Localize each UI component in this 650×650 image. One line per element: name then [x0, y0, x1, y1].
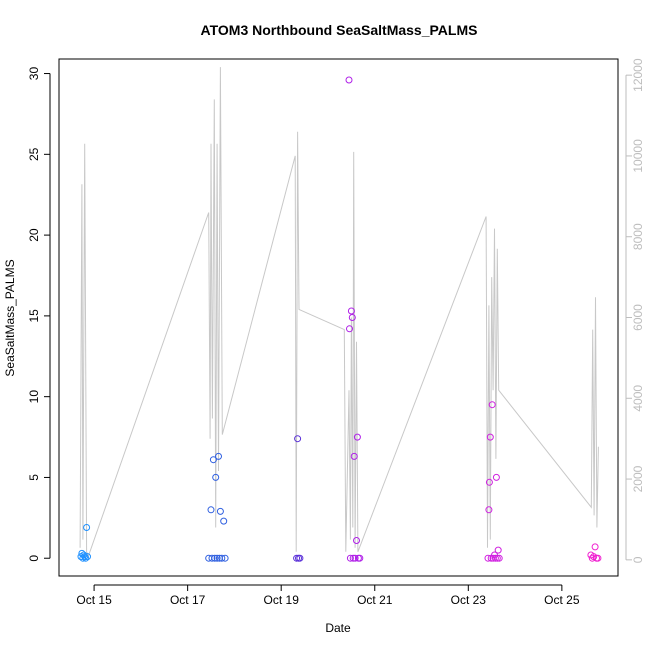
data-point: [220, 517, 228, 525]
data-point: [353, 537, 360, 544]
right-axis-series-line: [79, 67, 599, 558]
y2-axis: 0 2000 4000 6000 8000 10000 12000: [625, 58, 645, 563]
data-point: [216, 507, 224, 515]
data-point: [296, 554, 304, 562]
y-tick-label: 15: [27, 309, 41, 323]
y-axis: 0 5 10 15 20 25 30: [27, 67, 51, 562]
y2-tick-label: 10000: [631, 139, 645, 173]
y-axis-label: SeaSaltMass_PALMS: [3, 259, 17, 376]
data-point: [221, 554, 229, 562]
data-point: [349, 554, 357, 562]
data-point: [218, 554, 226, 562]
data-point: [209, 456, 217, 464]
data-point: [486, 433, 494, 441]
data-point: [211, 554, 219, 562]
data-point: [492, 473, 500, 481]
data-point: [345, 76, 353, 84]
y-tick-label: 0: [27, 555, 41, 562]
data-point: [484, 554, 492, 562]
y2-tick-label: 4000: [631, 385, 645, 412]
x-tick-label: Oct 15: [76, 593, 112, 607]
data-point: [347, 307, 355, 315]
y2-tick-label: 6000: [631, 304, 645, 331]
data-point: [82, 554, 90, 562]
x-tick-label: Oct 25: [544, 593, 580, 607]
y-tick-label: 5: [27, 474, 41, 481]
x-axis: Oct 15 Oct 17 Oct 19 Oct 21 Oct 23 Oct 25: [76, 584, 580, 607]
data-point: [346, 554, 354, 562]
data-point: [79, 554, 87, 562]
x-axis-label: Date: [325, 621, 351, 635]
data-point: [493, 554, 501, 562]
data-point: [348, 314, 356, 321]
data-point: [293, 554, 301, 562]
data-point: [495, 554, 503, 562]
data-point: [294, 435, 302, 443]
data-point: [591, 543, 599, 551]
data-point: [208, 554, 216, 562]
y2-tick-label: 12000: [631, 58, 645, 92]
x-tick-label: Oct 17: [170, 593, 206, 607]
y2-tick-label: 0: [631, 556, 645, 563]
data-point: [215, 452, 222, 460]
data-point: [491, 554, 499, 562]
data-point: [207, 506, 215, 514]
right-axis-line-layer: [79, 67, 599, 558]
data-point: [350, 452, 358, 460]
y-tick-label: 10: [27, 390, 41, 404]
y-tick-label: 20: [27, 228, 41, 242]
data-point: [488, 401, 496, 409]
points-layer: [77, 76, 602, 562]
data-point: [356, 554, 364, 562]
data-point: [353, 433, 361, 441]
y-tick-label: 30: [27, 67, 41, 81]
y2-tick-label: 8000: [631, 223, 645, 250]
x-tick-label: Oct 19: [264, 593, 300, 607]
data-point: [485, 506, 493, 514]
data-point: [83, 524, 91, 531]
data-point: [212, 473, 220, 481]
data-point: [346, 325, 353, 333]
x-tick-label: Oct 21: [357, 593, 393, 607]
data-point: [485, 478, 493, 486]
y2-tick-label: 2000: [631, 465, 645, 492]
data-point: [594, 554, 602, 562]
data-point: [81, 553, 89, 561]
x-tick-label: Oct 23: [451, 593, 487, 607]
data-point: [351, 554, 359, 562]
data-point: [494, 546, 502, 554]
plot-frame: [58, 58, 619, 577]
chart-title: ATOM3 Northbound SeaSaltMass_PALMS: [201, 22, 478, 38]
y-tick-label: 25: [27, 147, 41, 161]
data-point: [84, 553, 91, 561]
data-point: [213, 554, 221, 562]
